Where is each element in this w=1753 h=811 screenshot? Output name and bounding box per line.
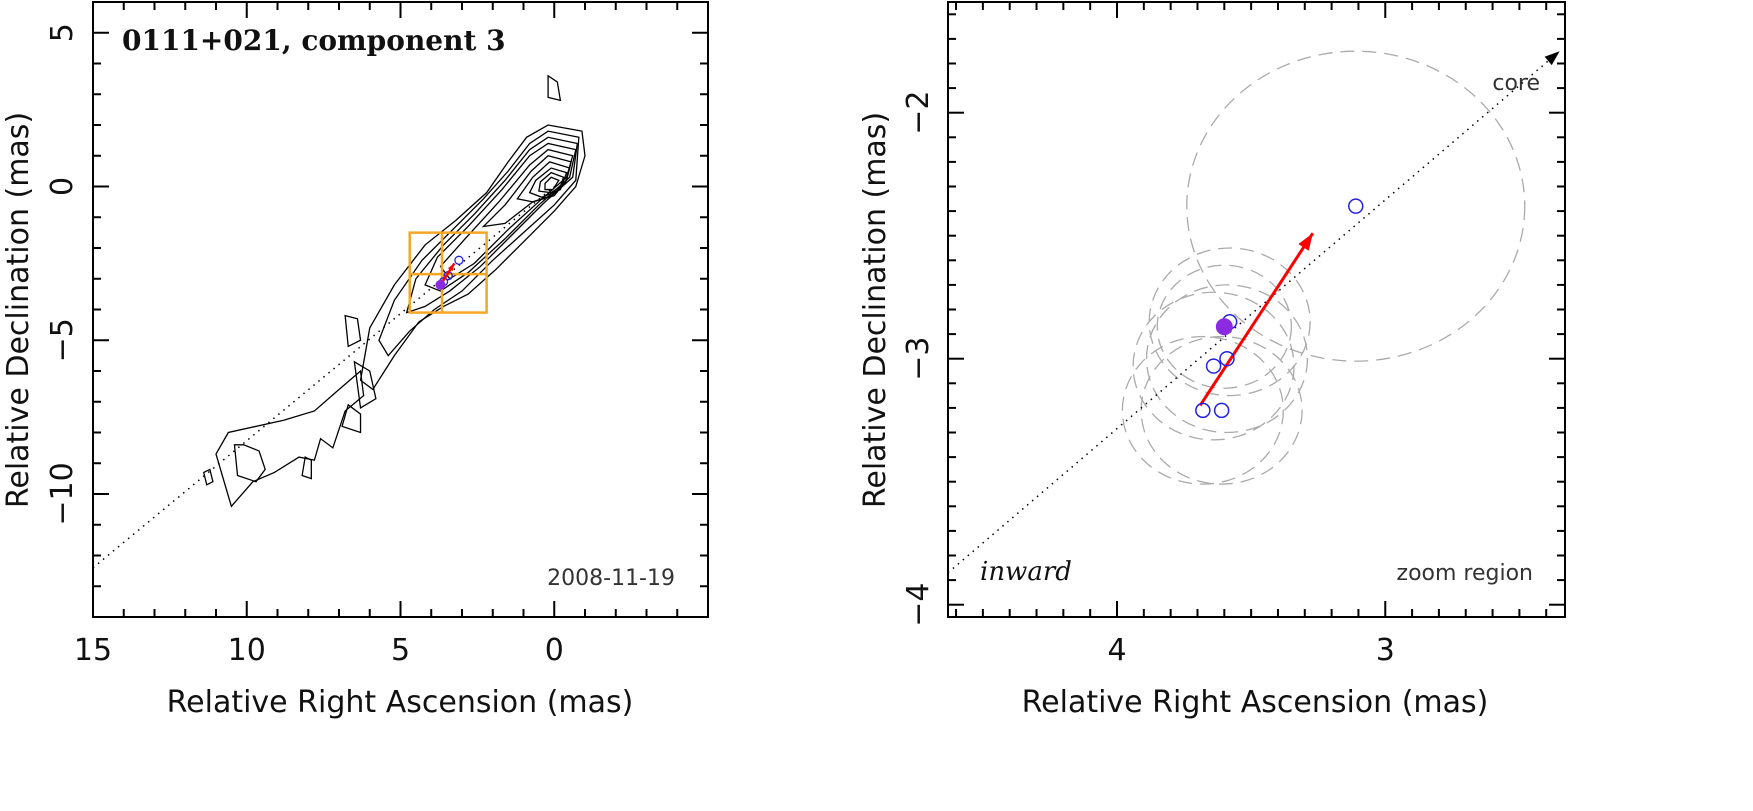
left-y-tick-label: 0 — [45, 177, 80, 196]
right-x-tick-label: 3 — [1376, 633, 1395, 668]
epoch-position-marker — [1195, 402, 1211, 419]
left-ticks — [92, 1, 709, 618]
left-y-axis-label: Relative Declination (mas) — [1, 112, 36, 508]
left-y-tick-label: −10 — [45, 462, 80, 525]
epoch-position-marker — [1205, 358, 1222, 374]
left-panel: 0111+021, component 3 2008-11-19 Relativ… — [1, 1, 709, 720]
zoom-box — [408, 231, 488, 314]
left-x-tick-label: 5 — [391, 633, 410, 668]
contour-level — [528, 167, 568, 198]
component-current — [435, 279, 446, 290]
right-panel: core inward zoom region Relative Right A… — [858, 1, 1566, 720]
position-error-circle — [1121, 335, 1284, 485]
jet-axis-line — [948, 50, 1561, 574]
left-marks — [92, 74, 586, 569]
left-x-axis-label: Relative Right Ascension (mas) — [167, 685, 634, 720]
left-plot-title: 0111+021, component 3 — [122, 24, 506, 57]
epoch-position-marker — [1348, 198, 1364, 214]
left-x-tick-label: 10 — [228, 633, 266, 668]
epoch-position-marker — [1219, 350, 1235, 367]
right-x-axis-label: Relative Right Ascension (mas) — [1022, 685, 1489, 720]
position-error-circle — [1132, 291, 1295, 441]
left-plot-frame — [92, 1, 709, 618]
contour-level — [538, 171, 565, 194]
contour-outer — [353, 360, 377, 409]
contour-outer — [215, 369, 365, 508]
right-annotation-inward: inward — [980, 557, 1072, 587]
left-y-tick-label: 5 — [45, 23, 80, 42]
right-tick-labels: 4 3 −2 −3 −4 — [901, 91, 1395, 668]
contour-level — [378, 130, 580, 357]
right-y-tick-label: −2 — [901, 91, 936, 135]
jet-axis-line — [92, 185, 555, 569]
right-y-axis-label: Relative Declination (mas) — [858, 112, 893, 508]
motion-arrow-head — [447, 263, 455, 272]
motion-arrow-head — [1298, 233, 1313, 251]
component-marker — [454, 255, 464, 265]
contour-level — [405, 136, 579, 314]
right-x-tick-label: 4 — [1107, 633, 1126, 668]
right-annotation-zoom-region: zoom region — [1397, 561, 1533, 586]
contour-outer — [301, 456, 312, 480]
position-error-circle — [1156, 264, 1293, 389]
left-x-tick-label: 15 — [74, 633, 112, 668]
position-error-circle — [1145, 284, 1309, 434]
right-marks — [948, 50, 1561, 574]
contour-outer — [233, 444, 266, 483]
core-direction-arrow-head — [1544, 51, 1560, 66]
position-error-circle — [1140, 335, 1303, 485]
right-y-tick-label: −4 — [901, 583, 936, 627]
contour-level — [424, 142, 577, 292]
contour-outer — [344, 314, 362, 348]
left-y-tick-label: −5 — [45, 318, 80, 362]
contour-level — [544, 176, 560, 191]
epoch-position-marker — [1213, 402, 1230, 419]
left-plot-date: 2008-11-19 — [547, 566, 675, 591]
contour-outer — [202, 468, 214, 486]
contour-group — [202, 74, 586, 508]
contour-outer — [341, 403, 362, 434]
contour-outer — [547, 74, 562, 102]
left-x-tick-label: 0 — [545, 633, 564, 668]
position-error-circle — [1186, 50, 1526, 362]
right-ticks — [948, 2, 1565, 617]
epoch-current-marker — [1215, 318, 1233, 336]
motion-arrow — [1198, 232, 1315, 407]
contour-level — [359, 124, 586, 391]
right-clipped-group — [948, 50, 1561, 574]
left-tick-labels: 15 10 5 0 5 0 −5 −10 — [45, 23, 564, 668]
contour-level — [516, 161, 571, 203]
right-y-tick-label: −3 — [901, 337, 936, 381]
